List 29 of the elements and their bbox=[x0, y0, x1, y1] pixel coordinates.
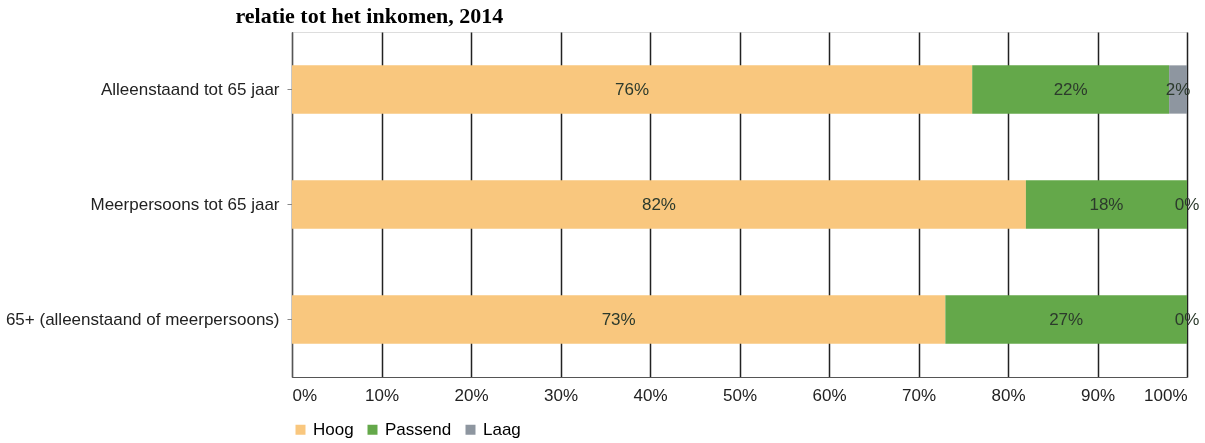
data-label: 0% bbox=[1174, 309, 1200, 329]
data-label: 73% bbox=[601, 309, 636, 329]
y-tick-label: 65+ (alleenstaand of meerpersoons) bbox=[5, 309, 280, 329]
data-label: 27% bbox=[1049, 309, 1084, 329]
legend-label: Hoog bbox=[313, 419, 354, 439]
x-tick-label: 80% bbox=[991, 385, 1026, 405]
data-label: 18% bbox=[1089, 194, 1124, 214]
y-tick-label: Meerpersoons tot 65 jaar bbox=[90, 194, 280, 214]
x-tick-label: 50% bbox=[722, 385, 758, 405]
y-tick-label: Alleenstaand tot 65 jaar bbox=[100, 79, 280, 99]
x-tick-label: 20% bbox=[454, 385, 489, 405]
x-tick-label: 0% bbox=[292, 385, 318, 405]
bar bbox=[292, 295, 946, 344]
bar bbox=[292, 180, 1026, 229]
x-tick-label: 90% bbox=[1080, 385, 1116, 405]
x-tick-label: 60% bbox=[812, 385, 847, 405]
x-tick-label: 10% bbox=[364, 385, 400, 405]
legend-label: Passend bbox=[385, 419, 452, 439]
x-tick-label: 40% bbox=[633, 385, 668, 405]
data-label: 76% bbox=[615, 79, 650, 99]
data-label: 22% bbox=[1053, 79, 1088, 99]
data-label: 0% bbox=[1174, 194, 1200, 214]
bar bbox=[292, 65, 973, 114]
x-tick-label: 70% bbox=[901, 385, 937, 405]
legend-label: Laag bbox=[483, 419, 521, 439]
data-label: 82% bbox=[641, 194, 676, 214]
x-tick-label: 30% bbox=[543, 385, 579, 405]
chart-title: relatie tot het inkomen, 2014 bbox=[235, 3, 504, 28]
x-tick-label: 100% bbox=[1144, 385, 1188, 405]
